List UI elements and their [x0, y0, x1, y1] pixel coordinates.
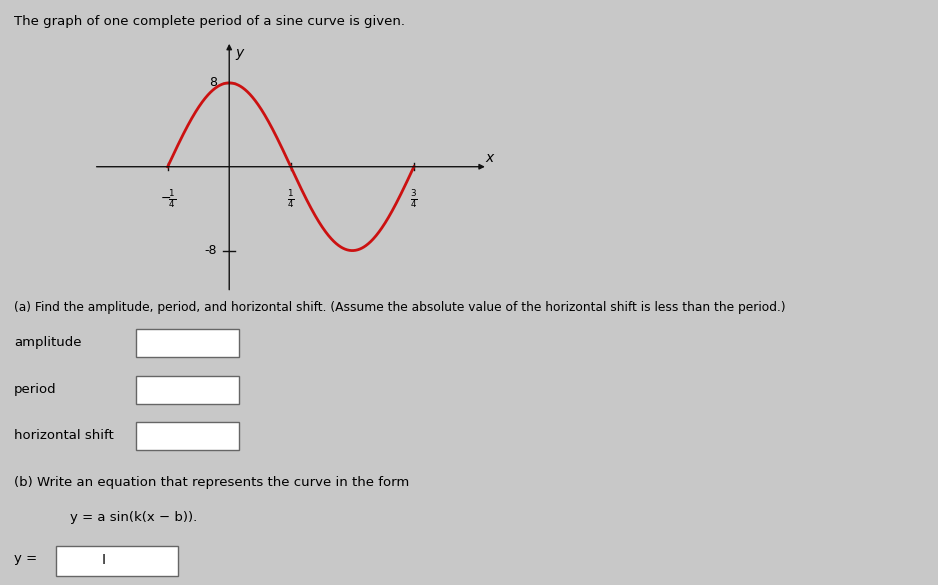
Text: $\frac{1}{4}$: $\frac{1}{4}$	[287, 188, 295, 209]
Text: -8: -8	[204, 244, 217, 257]
Text: horizontal shift: horizontal shift	[14, 429, 113, 442]
Text: (a) Find the amplitude, period, and horizontal shift. (Assume the absolute value: (a) Find the amplitude, period, and hori…	[14, 301, 786, 314]
Text: period: period	[14, 383, 56, 395]
Text: y =: y =	[14, 552, 38, 565]
Text: amplitude: amplitude	[14, 336, 82, 349]
Text: The graph of one complete period of a sine curve is given.: The graph of one complete period of a si…	[14, 15, 405, 27]
Text: 8: 8	[209, 77, 217, 90]
Text: x: x	[485, 152, 493, 166]
Text: y = a sin(k(x − b)).: y = a sin(k(x − b)).	[70, 511, 198, 524]
Text: $-\!\frac{1}{4}$: $-\!\frac{1}{4}$	[159, 188, 175, 209]
Text: y: y	[235, 46, 244, 60]
Text: (b) Write an equation that represents the curve in the form: (b) Write an equation that represents th…	[14, 476, 409, 489]
Text: I: I	[101, 553, 105, 567]
Text: $\frac{3}{4}$: $\frac{3}{4}$	[410, 188, 417, 209]
